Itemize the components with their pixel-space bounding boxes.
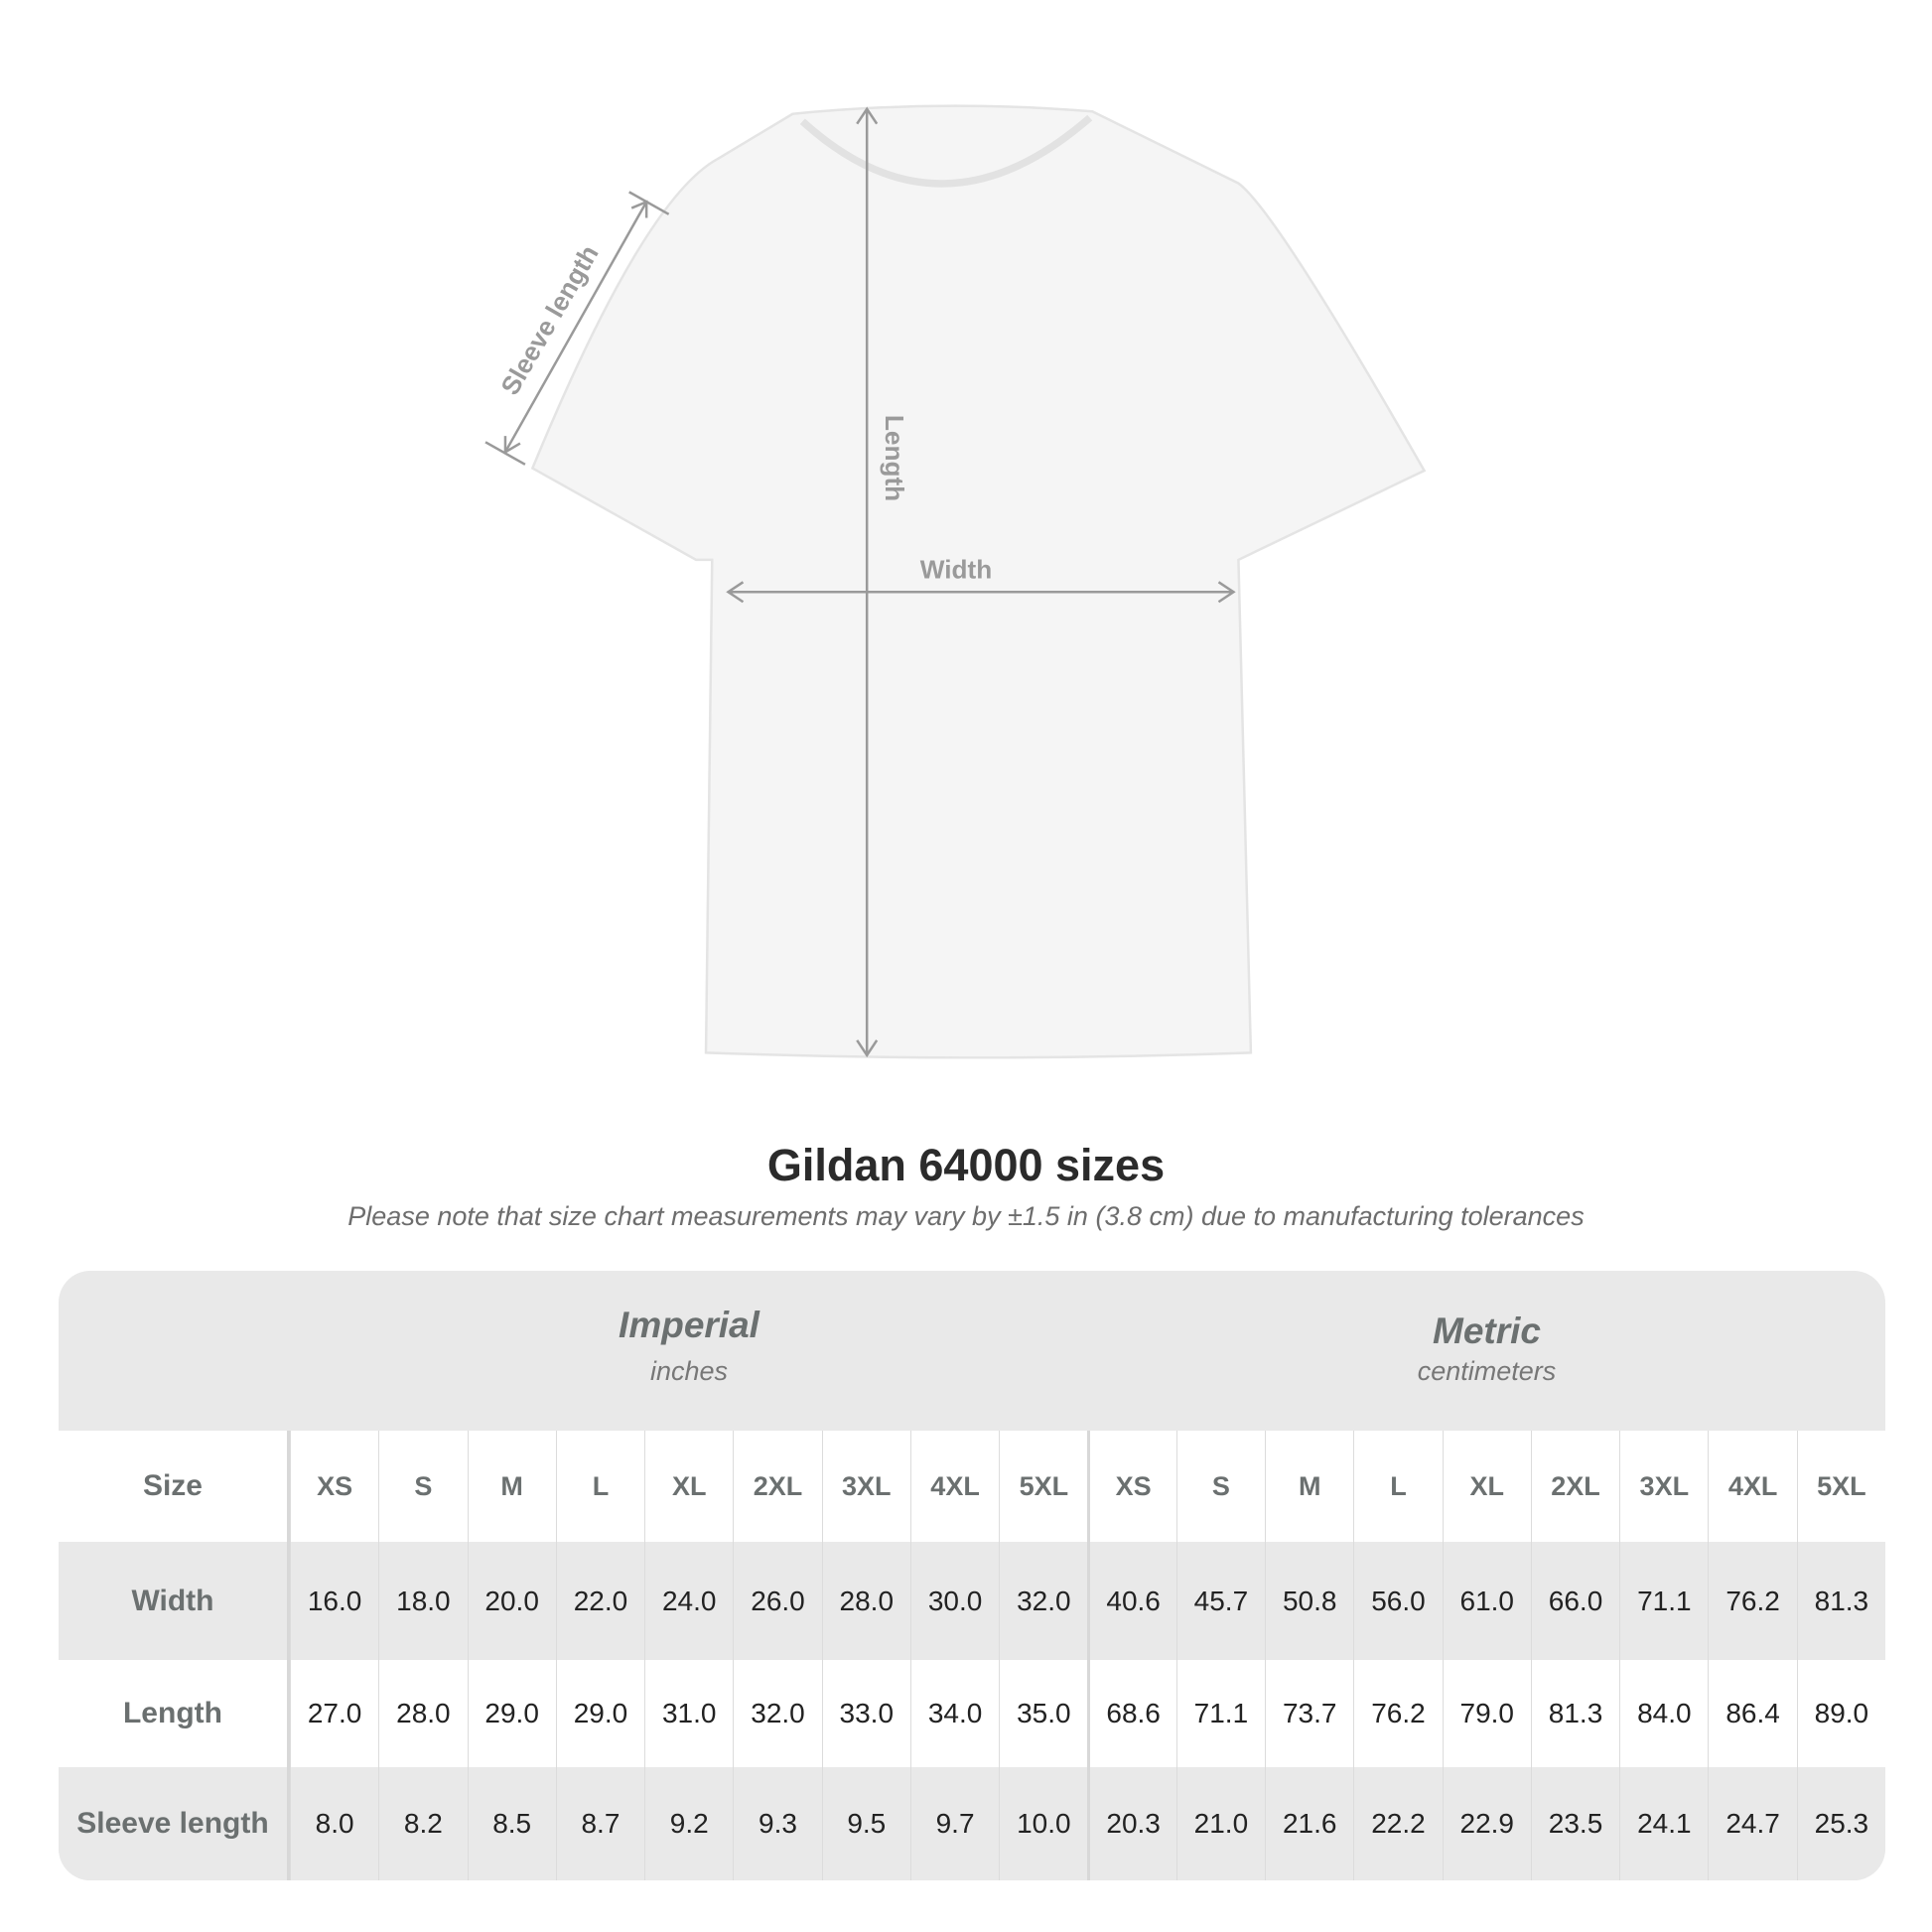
imperial-value-cell: 30.0 [909, 1542, 999, 1660]
metric-value-cell: 76.2 [1708, 1542, 1796, 1660]
imperial-size-2xl: 2XL [733, 1431, 821, 1542]
metric-value-cell: 56.0 [1353, 1542, 1442, 1660]
row-label: Sleeve length [59, 1767, 290, 1880]
imperial-value-cell: 35.0 [999, 1660, 1087, 1767]
table-row: Sleeve length 8.0 8.2 8.5 8.7 9.2 9.3 9.5 9.7 10.… [59, 1767, 1885, 1880]
metric-value-cell: 22.9 [1442, 1767, 1531, 1880]
metric-value-cell: 50.8 [1265, 1542, 1353, 1660]
imperial-size-m: M [467, 1431, 556, 1542]
metric-value-cell: 23.5 [1530, 1767, 1619, 1880]
metric-value-cell: 20.3 [1087, 1767, 1175, 1880]
imperial-value-cell: 26.0 [733, 1542, 821, 1660]
imperial-value-cell: 22.0 [555, 1542, 644, 1660]
imperial-size-xl: XL [644, 1431, 733, 1542]
imperial-size-s: S [378, 1431, 467, 1542]
metric-value-cell: 86.4 [1708, 1660, 1796, 1767]
size-row: Size XS S M L XL 2XL 3XL 4XL 5XL XS S M L XL 2XL 3XL 4XL 5… [59, 1431, 1885, 1542]
imperial-value-cell: 20.0 [467, 1542, 556, 1660]
imperial-value-cell: 18.0 [378, 1542, 467, 1660]
metric-value-cell: 73.7 [1265, 1660, 1353, 1767]
imperial-value-cell: 28.0 [821, 1542, 910, 1660]
imperial-value-cell: 32.0 [999, 1542, 1087, 1660]
metric-header: Metric centimeters [1088, 1271, 1885, 1431]
imperial-value-cell: 9.7 [909, 1767, 999, 1880]
imperial-value-cell: 8.0 [289, 1767, 378, 1880]
metric-value-cell: 24.7 [1708, 1767, 1796, 1880]
metric-value-cell: 84.0 [1619, 1660, 1708, 1767]
imperial-value-cell: 8.5 [467, 1767, 556, 1880]
imperial-value-cell: 16.0 [289, 1542, 378, 1660]
imperial-value-cell: 29.0 [555, 1660, 644, 1767]
imperial-value-cell: 24.0 [644, 1542, 733, 1660]
row-label: Length [59, 1660, 290, 1767]
metric-value-cell: 79.0 [1442, 1660, 1531, 1767]
metric-value-cell: 68.6 [1087, 1660, 1175, 1767]
metric-size-xl: XL [1442, 1431, 1531, 1542]
imperial-value-cell: 9.2 [644, 1767, 733, 1880]
imperial-value-cell: 9.5 [821, 1767, 910, 1880]
imperial-header: Imperial inches [290, 1271, 1088, 1431]
imperial-value-cell: 34.0 [909, 1660, 999, 1767]
imperial-value-cell: 8.2 [378, 1767, 467, 1880]
imperial-value-cell: 32.0 [733, 1660, 821, 1767]
metric-value-cell: 45.7 [1175, 1542, 1265, 1660]
metric-size-4xl: 4XL [1708, 1431, 1796, 1542]
metric-value-cell: 21.0 [1175, 1767, 1265, 1880]
metric-value-cell: 71.1 [1175, 1660, 1265, 1767]
imperial-value-cell: 33.0 [821, 1660, 910, 1767]
imperial-value-cell: 8.7 [555, 1767, 644, 1880]
metric-value-cell: 66.0 [1530, 1542, 1619, 1660]
metric-unit: centimeters [1417, 1356, 1557, 1386]
imperial-size-l: L [555, 1431, 644, 1542]
imperial-value-cell: 31.0 [644, 1660, 733, 1767]
width-label: Width [920, 555, 992, 585]
metric-value-cell: 21.6 [1265, 1767, 1353, 1880]
table-row: Length 27.0 28.0 29.0 29.0 31.0 32.0 33.0 34.0 35… [59, 1660, 1885, 1767]
metric-value-cell: 89.0 [1796, 1660, 1885, 1767]
size-header: Size [59, 1431, 290, 1542]
length-label: Length [880, 415, 909, 501]
tolerance-note: Please note that size chart measurements… [347, 1201, 1585, 1231]
imperial-value-cell: 29.0 [467, 1660, 556, 1767]
metric-size-l: L [1353, 1431, 1442, 1542]
table-row: Width 16.0 18.0 20.0 22.0 24.0 26.0 28.0 30.0 32.… [59, 1542, 1885, 1660]
metric-title: Metric [1433, 1311, 1541, 1351]
metric-size-m: M [1265, 1431, 1353, 1542]
collar [799, 114, 1093, 188]
metric-value-cell: 71.1 [1619, 1542, 1708, 1660]
size-table: Imperial inches Metric centimeters Size X… [59, 1271, 1885, 1880]
imperial-value-cell: 9.3 [733, 1767, 821, 1880]
metric-size-s: S [1175, 1431, 1265, 1542]
imperial-size-3xl: 3XL [821, 1431, 910, 1542]
metric-size-xs: XS [1087, 1431, 1175, 1542]
metric-value-cell: 22.2 [1353, 1767, 1442, 1880]
metric-size-2xl: 2XL [1530, 1431, 1619, 1542]
imperial-size-4xl: 4XL [909, 1431, 999, 1542]
metric-size-3xl: 3XL [1619, 1431, 1708, 1542]
imperial-value-cell: 28.0 [378, 1660, 467, 1767]
tshirt-shape [530, 104, 1427, 1059]
imperial-title: Imperial [619, 1305, 759, 1345]
metric-value-cell: 76.2 [1353, 1660, 1442, 1767]
metric-size-5xl: 5XL [1796, 1431, 1885, 1542]
imperial-size-xs: XS [289, 1431, 378, 1542]
metric-value-cell: 61.0 [1442, 1542, 1531, 1660]
imperial-size-5xl: 5XL [999, 1431, 1087, 1542]
metric-value-cell: 40.6 [1087, 1542, 1175, 1660]
metric-value-cell: 25.3 [1796, 1767, 1885, 1880]
imperial-value-cell: 27.0 [289, 1660, 378, 1767]
page-title: Gildan 64000 sizes [766, 1140, 1166, 1190]
measure-lines [484, 106, 1236, 1058]
metric-value-cell: 24.1 [1619, 1767, 1708, 1880]
imperial-unit: inches [649, 1356, 729, 1386]
imperial-value-cell: 10.0 [999, 1767, 1087, 1880]
row-label: Width [59, 1542, 290, 1660]
metric-value-cell: 81.3 [1796, 1542, 1885, 1660]
metric-value-cell: 81.3 [1530, 1660, 1619, 1767]
